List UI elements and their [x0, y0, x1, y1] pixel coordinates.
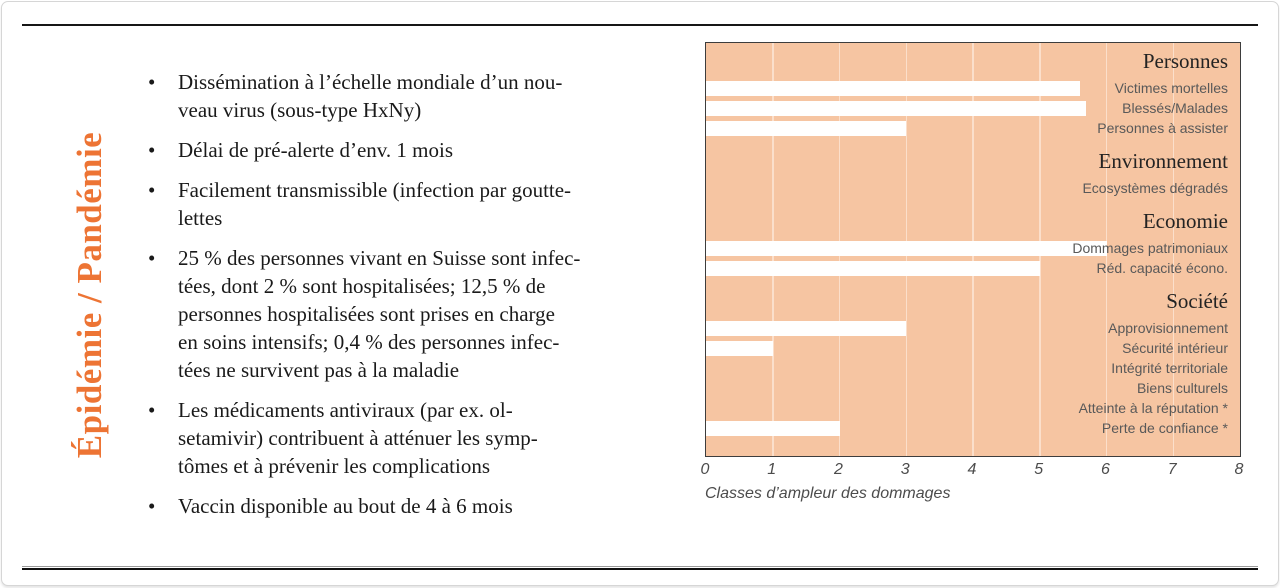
chart-bar-row: Blessés/Malades: [706, 99, 1240, 119]
bullet-dot: •: [148, 138, 156, 162]
bullet-text: Facilement transmissible (infection par …: [178, 178, 572, 230]
bullet-dot: •: [148, 494, 156, 518]
x-tick-label: 0: [700, 461, 710, 478]
chart-bar-row: Victimes mortelles: [706, 79, 1240, 99]
chart-group-header: Environnement: [1098, 149, 1228, 173]
bullet-text: Vaccin disponible au bout de 4 à 6 mois: [178, 494, 513, 518]
damage-bar: [706, 121, 907, 136]
x-tick-label: 7: [1167, 461, 1177, 478]
chart-bar-row: Réd. capacité écono.: [706, 259, 1240, 279]
damage-bar: [706, 261, 1040, 276]
chart-group-header: Société: [1166, 289, 1228, 313]
x-tick-label: 2: [834, 461, 843, 478]
bar-label: Approvisionnement: [1108, 320, 1228, 336]
bottom-rule: [22, 566, 1258, 570]
damage-bar: [706, 341, 773, 356]
x-axis-caption: Classes d’ampleur des dommages: [705, 485, 951, 502]
chart-bar-row: Sécurité intérieur: [706, 339, 1240, 359]
bullet-text: Dissémination à l’échelle mondiale d’un …: [178, 70, 563, 122]
bullet-text: Délai de pré-alerte d’env. 1 mois: [178, 138, 454, 162]
bullet-dot: •: [148, 398, 156, 422]
x-tick-label: 6: [1101, 461, 1110, 478]
chart-plot: Personnes Victimes mortelles Blessés/Malad…: [705, 42, 1241, 457]
chart-bar-row: Intégrité territoriale: [706, 359, 1240, 379]
chart-bar-row: Dommages patrimoniaux: [706, 239, 1240, 259]
bullet-dot: •: [148, 246, 156, 270]
bullet-item: • 25 % des personnes vivant en Suisse son…: [142, 244, 682, 384]
bar-label: Sécurité intérieur: [1122, 340, 1228, 356]
scenario-bullet-list: • Dissémination à l’échelle mondiale d’un…: [142, 68, 682, 532]
bar-label: Intégrité territoriale: [1111, 360, 1228, 376]
damage-bar: [706, 241, 1107, 256]
x-tick-label: 3: [900, 461, 910, 478]
chart-bar-row: Ecosystèmes dégradés: [706, 179, 1240, 199]
bullet-dot: •: [148, 178, 156, 202]
x-tick-label: 5: [1034, 461, 1044, 478]
damage-bar: [706, 421, 840, 436]
bar-label: Dommages patrimoniaux: [1072, 240, 1228, 256]
chart-bar-row: Perte de confiance *: [706, 419, 1240, 439]
gridline: [1105, 43, 1108, 456]
bullet-item: • Facilement transmissible (infection par…: [142, 176, 682, 232]
damage-bar: [706, 101, 1087, 116]
chart-bar-row: Atteinte à la réputation *: [706, 399, 1240, 419]
bar-label: Blessés/Malades: [1122, 100, 1228, 116]
top-rule: [22, 24, 1258, 26]
bar-label: Victimes mortelles: [1114, 80, 1228, 96]
bar-label: Réd. capacité écono.: [1096, 260, 1228, 276]
bullet-dot: •: [148, 70, 156, 94]
chart-bar-row: Personnes à assister: [706, 119, 1240, 139]
scenario-title-wrap: Épidémie / Pandémie: [60, 94, 120, 496]
x-tick-label: 4: [967, 461, 977, 478]
gridline: [1172, 43, 1174, 456]
bar-label: Perte de confiance *: [1101, 420, 1228, 436]
damage-bar: [706, 321, 907, 336]
bullet-item: • Vaccin disponible au bout de 4 à 6 mois: [142, 492, 682, 520]
bullet-item: • Dissémination à l’échelle mondiale d’un…: [142, 68, 682, 124]
chart-group-header: Economie: [1142, 209, 1228, 233]
chart-bar-row: Biens culturels: [706, 379, 1240, 399]
bullet-item: • Délai de pré-alerte d’env. 1 mois: [142, 136, 682, 164]
bar-label: Ecosystèmes dégradés: [1082, 180, 1228, 196]
bullet-item: • Les médicaments antiviraux (par ex. ol-…: [142, 396, 682, 480]
bar-label: Atteinte à la réputation *: [1078, 400, 1228, 416]
scenario-title: Épidémie / Pandémie: [70, 131, 109, 459]
x-axis-ticks: 0 1 2 3 4 5 6 7 8: [701, 461, 1244, 481]
x-tick-label: 8: [1234, 461, 1244, 478]
damage-bar: [706, 81, 1080, 96]
bullet-text: 25 % des personnes vivant en Suisse sont…: [178, 246, 581, 382]
bar-label: Biens culturels: [1136, 380, 1228, 396]
bullet-text: Les médicaments antiviraux (par ex. ol- …: [178, 398, 538, 478]
damage-class-chart: Personnes Victimes mortelles Blessés/Malad…: [701, 42, 1244, 503]
x-tick-label: 1: [767, 461, 777, 478]
chart-bar-row: Approvisionnement: [706, 319, 1240, 339]
chart-group-header: Personnes: [1142, 49, 1228, 73]
bar-label: Personnes à assister: [1097, 120, 1228, 136]
